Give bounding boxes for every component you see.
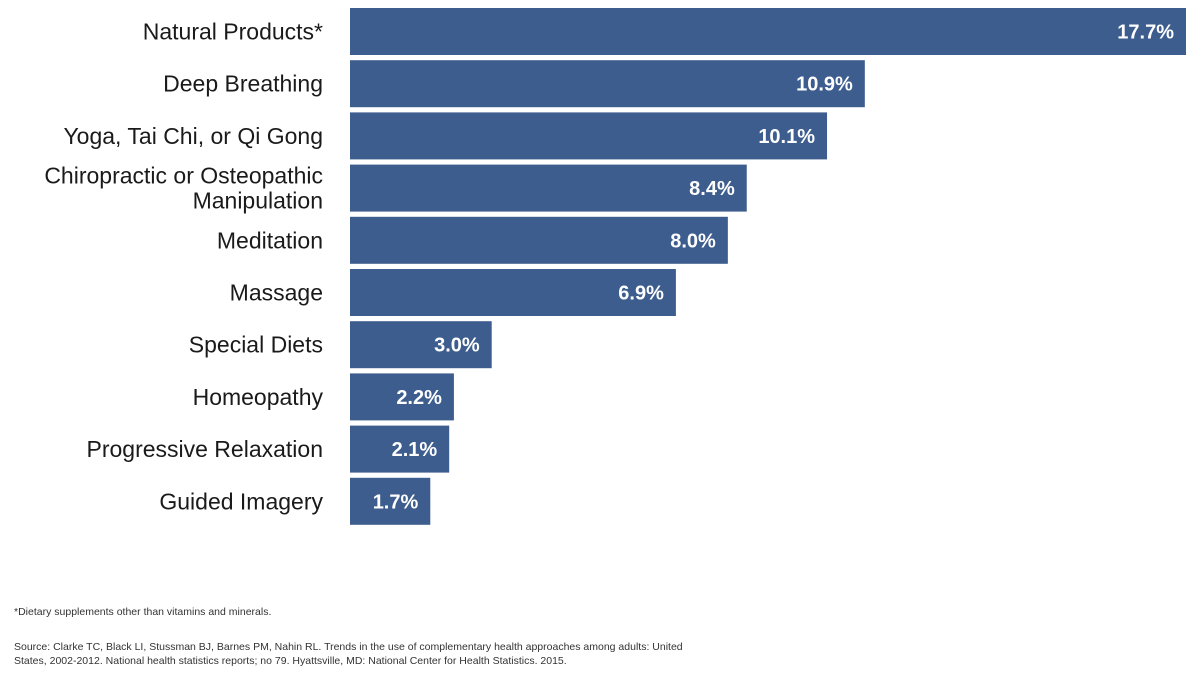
category-label-line: Special Diets xyxy=(189,332,323,358)
bar-5 xyxy=(350,269,676,316)
category-label: Chiropractic or Osteopathic Manipulation xyxy=(44,163,323,214)
bar-value-label: 17.7% xyxy=(1117,22,1174,44)
category-label-line: Massage xyxy=(230,280,323,306)
category-label: Progressive Relaxation xyxy=(86,436,323,462)
category-label: Deep Breathing xyxy=(163,71,323,97)
bar-value-label: 10.9% xyxy=(796,74,853,96)
bar-0 xyxy=(350,8,1186,55)
bar-value-label: 8.0% xyxy=(670,230,716,252)
category-label-line: Natural Products* xyxy=(143,19,323,45)
category-label: Yoga, Tai Chi, or Qi Gong xyxy=(63,123,323,149)
bar-6 xyxy=(350,321,492,369)
bar-value-label: 8.4% xyxy=(689,178,735,200)
category-label: Meditation xyxy=(217,227,323,253)
bar-value-label: 3.0% xyxy=(434,335,480,357)
bar-3 xyxy=(350,164,747,212)
bar-value-label: 2.1% xyxy=(392,439,438,461)
category-label-line: Meditation xyxy=(217,227,323,253)
category-label: Guided Imagery xyxy=(159,488,323,514)
bar-7 xyxy=(350,373,454,421)
bar-value-label: 10.1% xyxy=(758,126,815,148)
category-label: Natural Products* xyxy=(143,19,323,45)
footnote: *Dietary supplements other than vitamins… xyxy=(14,606,272,618)
category-label-line: Homeopathy xyxy=(193,384,324,410)
source-citation: Source: Clarke TC, Black LI, Stussman BJ… xyxy=(14,641,683,667)
category-label-line: Chiropractic or Osteopathic xyxy=(44,163,323,189)
bar-8 xyxy=(350,425,450,473)
category-label-line: Manipulation xyxy=(193,188,323,214)
category-label-line: Progressive Relaxation xyxy=(86,436,323,462)
category-label: Homeopathy xyxy=(193,384,324,410)
category-label-line: Yoga, Tai Chi, or Qi Gong xyxy=(63,123,323,149)
category-label-line: Guided Imagery xyxy=(159,488,323,514)
bar-value-label: 2.2% xyxy=(396,387,442,409)
category-label: Special Diets xyxy=(189,332,323,358)
category-label: Massage xyxy=(230,280,323,306)
bar-value-label: 6.9% xyxy=(618,283,664,305)
bars-layer: 17.7% Natural Products* 10.9% Deep Breathin… xyxy=(44,8,1186,525)
bar-9 xyxy=(350,477,431,525)
bar-chart: 17.7% Natural Products* 10.9% Deep Breathin… xyxy=(44,8,1186,525)
bar-1 xyxy=(350,60,865,108)
bar-2 xyxy=(350,112,828,160)
category-label-line: Deep Breathing xyxy=(163,71,323,97)
bar-value-label: 1.7% xyxy=(373,491,419,513)
bar-4 xyxy=(350,216,728,264)
